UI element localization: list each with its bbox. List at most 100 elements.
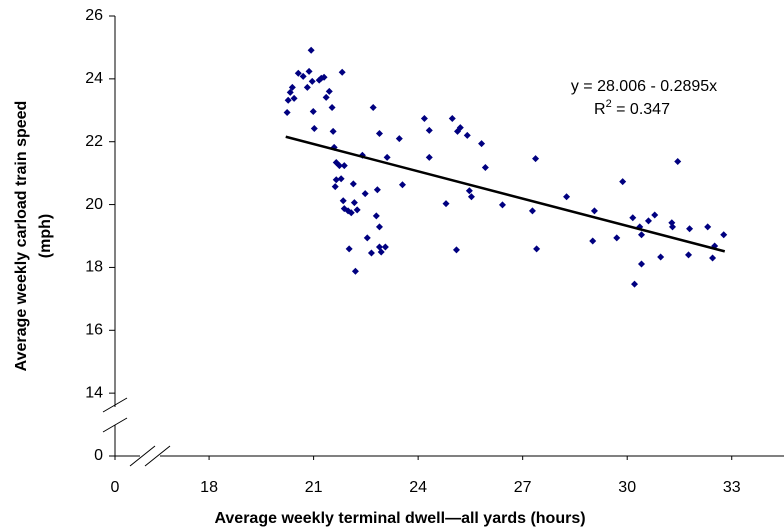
- point: [637, 260, 645, 268]
- point: [320, 73, 328, 81]
- point: [375, 130, 383, 138]
- x-tick-label: 27: [514, 479, 532, 496]
- axis-break: [129, 445, 156, 467]
- point: [328, 103, 336, 111]
- y-tick-label: 26: [85, 7, 103, 24]
- y-tick-label: 0: [94, 447, 103, 464]
- r-text: = 0.347: [612, 101, 670, 118]
- point: [283, 108, 291, 116]
- point: [478, 140, 486, 148]
- x-tick-label: 18: [200, 479, 218, 496]
- point: [305, 67, 313, 75]
- point: [532, 155, 540, 163]
- r-symbol: R: [594, 101, 606, 118]
- point: [590, 207, 598, 215]
- point: [704, 223, 712, 231]
- equation: y = 28.006 - 0.2895x: [571, 78, 717, 95]
- point: [685, 251, 693, 259]
- point: [395, 135, 403, 143]
- point: [369, 103, 377, 111]
- point: [309, 108, 317, 116]
- point: [448, 114, 456, 122]
- point: [498, 201, 506, 209]
- point: [467, 193, 475, 201]
- y-tick-label: 20: [85, 196, 103, 213]
- point: [286, 88, 294, 96]
- r-exponent: 2: [606, 98, 612, 110]
- point: [363, 234, 371, 242]
- point: [349, 180, 357, 188]
- y-tick-label: 18: [85, 259, 103, 276]
- point: [340, 162, 348, 170]
- point: [299, 72, 307, 80]
- point: [381, 243, 389, 251]
- point: [372, 212, 380, 220]
- y-axis-label: Average weekly carload train speed: [13, 101, 30, 372]
- x-tick-label: 33: [723, 479, 741, 496]
- point: [442, 200, 450, 208]
- point: [350, 199, 358, 207]
- axis-break-gap: [107, 407, 123, 425]
- point: [335, 162, 343, 170]
- point: [351, 267, 359, 275]
- point: [669, 223, 676, 231]
- point: [454, 127, 462, 135]
- axis-break: [144, 445, 171, 467]
- point: [637, 231, 645, 239]
- point: [361, 190, 369, 198]
- point: [481, 163, 489, 171]
- point: [686, 225, 694, 233]
- point: [377, 248, 385, 256]
- point: [329, 127, 337, 135]
- y-axis-label: (mph): [37, 214, 54, 258]
- axis-break: [102, 417, 128, 433]
- point: [674, 158, 682, 166]
- y-tick-label: 22: [85, 133, 103, 150]
- point: [353, 206, 361, 214]
- axis-break: [102, 397, 128, 413]
- point: [310, 125, 318, 133]
- point: [709, 254, 717, 262]
- point: [533, 245, 541, 253]
- point: [288, 83, 296, 91]
- point: [463, 131, 471, 139]
- point: [528, 207, 536, 215]
- point: [452, 246, 460, 254]
- y-tick-label: 24: [85, 70, 103, 87]
- point: [651, 211, 659, 219]
- point: [367, 249, 375, 257]
- point: [398, 181, 406, 189]
- point: [657, 253, 665, 261]
- point: [347, 209, 355, 217]
- r-squared: R2 = 0.347: [594, 98, 670, 118]
- point: [644, 217, 652, 225]
- point: [307, 46, 315, 54]
- point: [325, 87, 333, 95]
- y-tick-label: 14: [85, 384, 103, 401]
- y-tick-label: 16: [85, 322, 103, 339]
- point: [456, 124, 464, 132]
- point: [337, 175, 345, 183]
- point: [420, 114, 428, 122]
- point: [375, 223, 383, 231]
- point: [383, 153, 391, 161]
- x-tick-label: 30: [618, 479, 636, 496]
- point: [631, 280, 639, 288]
- point: [425, 153, 433, 161]
- point: [331, 183, 339, 191]
- point: [563, 193, 571, 201]
- point: [338, 68, 346, 76]
- point: [465, 187, 473, 195]
- point: [345, 245, 353, 253]
- point: [619, 178, 627, 186]
- point: [284, 96, 292, 104]
- point: [373, 186, 381, 194]
- point: [290, 94, 298, 102]
- point: [332, 176, 340, 184]
- point: [294, 69, 302, 77]
- axis-break-gap: [140, 448, 160, 464]
- trendline: [285, 135, 726, 253]
- point: [425, 126, 433, 134]
- point: [303, 83, 311, 91]
